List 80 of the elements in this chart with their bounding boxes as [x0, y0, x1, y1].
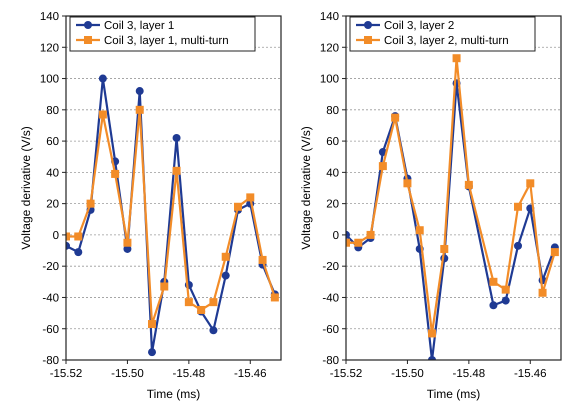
point	[502, 296, 510, 305]
x-tick-label: -15.50	[111, 368, 144, 380]
point	[502, 286, 510, 294]
point	[86, 200, 95, 208]
point	[74, 248, 82, 256]
point	[440, 244, 448, 253]
y-tick-label: 80	[46, 104, 59, 117]
y-tick-label: 60	[326, 136, 339, 148]
y-tick-label: -80	[322, 355, 339, 368]
point	[378, 162, 387, 170]
point	[222, 252, 230, 261]
point	[538, 288, 547, 297]
y-tick-label: 140	[320, 11, 339, 24]
point	[416, 226, 424, 234]
y-tick-label: -60	[322, 324, 339, 336]
point	[209, 298, 218, 306]
point	[489, 278, 498, 286]
point	[184, 298, 193, 306]
x-tick-label: -15.48	[172, 368, 206, 380]
point	[403, 179, 412, 188]
x-tick-label: -15.46	[514, 368, 547, 380]
y-tick-label: 0	[332, 230, 339, 242]
y-tick-label: 0	[52, 230, 59, 242]
point	[172, 134, 181, 142]
point	[452, 54, 461, 62]
point	[514, 242, 522, 250]
legend-label: Coil 3, layer 2	[384, 20, 454, 32]
y-tick-label: 100	[320, 74, 339, 86]
y-tick-label: 60	[46, 136, 59, 148]
y-tick-label: 20	[46, 198, 59, 211]
y-tick-label: -40	[42, 292, 59, 304]
y-tick-label: 120	[320, 42, 339, 54]
y-tick-label: 20	[326, 198, 339, 211]
point	[136, 87, 144, 96]
x-tick-label: -15.52	[50, 368, 82, 380]
x-tick-label: -15.48	[452, 368, 486, 380]
legend-label: Coil 3, layer 1, multi-turn	[104, 35, 229, 48]
y-tick-label: -20	[42, 261, 59, 274]
x-tick-label: -15.52	[330, 368, 362, 380]
y-tick-label: -20	[322, 261, 339, 274]
point	[111, 170, 120, 178]
y-tick-label: -80	[42, 355, 59, 368]
legend-label: Coil 3, layer 2, multi-turn	[384, 35, 509, 48]
point	[160, 282, 168, 291]
x-tick-label: -15.46	[234, 368, 267, 380]
y-axis-title: Voltage derivative (V/s)	[299, 126, 313, 250]
point	[98, 74, 107, 83]
y-tick-label: 100	[40, 74, 59, 86]
point	[366, 230, 375, 239]
point	[514, 202, 522, 211]
point	[354, 238, 362, 247]
point	[74, 232, 82, 240]
point	[550, 248, 559, 256]
y-tick-label: 140	[40, 11, 59, 24]
x-axis-title: Time (ms)	[426, 387, 480, 401]
point	[148, 320, 156, 328]
point	[270, 293, 279, 302]
y-tick-label: 40	[326, 167, 339, 180]
point	[428, 329, 436, 338]
y-tick-label: -60	[42, 324, 59, 336]
y-tick-label: -40	[322, 292, 339, 304]
point	[258, 256, 267, 264]
x-tick-label: -15.50	[391, 368, 424, 380]
y-axis-title: Voltage derivative (V/s)	[19, 126, 33, 250]
y-tick-label: 40	[46, 167, 59, 180]
point	[234, 202, 242, 211]
y-tick-label: 80	[326, 104, 339, 117]
point	[123, 238, 132, 247]
point	[526, 179, 534, 188]
x-axis-title: Time (ms)	[146, 387, 200, 401]
point	[209, 326, 218, 334]
legend-label: Coil 3, layer 1	[104, 20, 174, 32]
point	[136, 106, 144, 114]
point	[222, 272, 230, 280]
point	[246, 193, 254, 202]
point	[98, 110, 107, 119]
point	[172, 166, 181, 175]
point	[148, 348, 156, 356]
point	[489, 301, 498, 310]
y-tick-label: 120	[40, 42, 59, 54]
